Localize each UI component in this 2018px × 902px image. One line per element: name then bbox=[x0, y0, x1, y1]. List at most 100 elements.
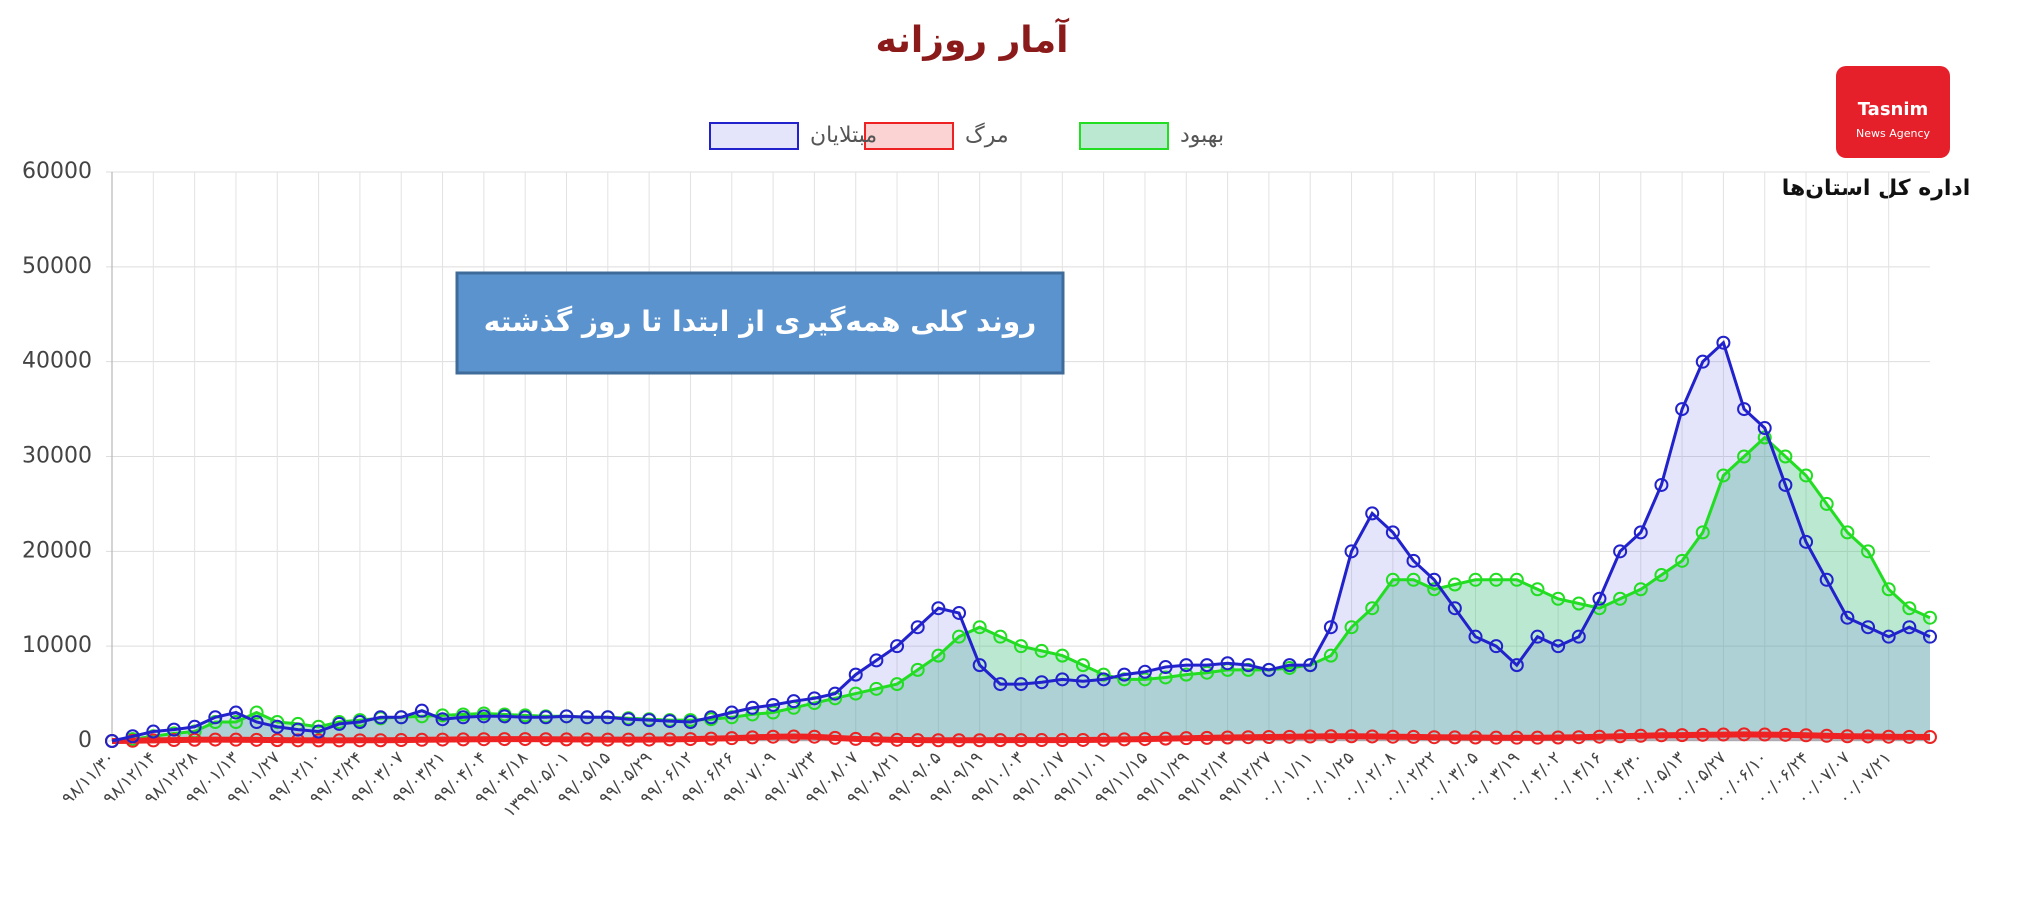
data-point bbox=[931, 648, 946, 663]
data-point bbox=[311, 724, 326, 739]
data-point bbox=[1199, 665, 1214, 680]
data-point bbox=[456, 710, 471, 725]
data-point bbox=[166, 722, 181, 737]
data-point bbox=[931, 601, 946, 616]
data-point bbox=[972, 658, 987, 673]
y-tick-label: 0 bbox=[78, 728, 92, 753]
data-point bbox=[993, 677, 1008, 692]
data-point bbox=[890, 639, 905, 654]
data-point bbox=[1427, 572, 1442, 587]
data-point bbox=[476, 732, 491, 747]
data-point bbox=[993, 733, 1008, 748]
data-point bbox=[848, 731, 863, 746]
y-tick-label: 40000 bbox=[22, 349, 92, 374]
data-point bbox=[1613, 544, 1628, 559]
data-point bbox=[1840, 525, 1855, 540]
data-point bbox=[1365, 601, 1380, 616]
data-point bbox=[538, 710, 553, 725]
data-point bbox=[1427, 730, 1442, 745]
data-point bbox=[1654, 568, 1669, 583]
data-point bbox=[1695, 525, 1710, 540]
data-point bbox=[828, 686, 843, 701]
data-point bbox=[580, 732, 595, 747]
data-point bbox=[1447, 730, 1462, 745]
chart-title: آمار روزانه bbox=[876, 17, 1071, 61]
data-point bbox=[683, 732, 698, 747]
data-point bbox=[1592, 591, 1607, 606]
data-point bbox=[869, 653, 884, 668]
data-point bbox=[952, 605, 967, 620]
data-point bbox=[1819, 572, 1834, 587]
data-point bbox=[745, 700, 760, 715]
data-point bbox=[1447, 577, 1462, 592]
data-point bbox=[1034, 733, 1049, 748]
data-point bbox=[1530, 582, 1545, 597]
data-point bbox=[1323, 648, 1338, 663]
data-point bbox=[394, 710, 409, 725]
data-point bbox=[1282, 658, 1297, 673]
data-point bbox=[1737, 727, 1752, 742]
data-point bbox=[662, 714, 677, 729]
data-point bbox=[332, 716, 347, 731]
data-point bbox=[1923, 610, 1937, 625]
data-point bbox=[807, 729, 822, 744]
data-point bbox=[724, 731, 739, 746]
data-point bbox=[228, 715, 243, 730]
data-point bbox=[1158, 670, 1173, 685]
data-point bbox=[1551, 730, 1566, 745]
data-point bbox=[1075, 674, 1090, 689]
data-point bbox=[1902, 620, 1917, 635]
logo-box bbox=[1836, 66, 1950, 158]
data-point bbox=[1861, 729, 1876, 744]
data-point bbox=[1509, 572, 1524, 587]
data-point bbox=[972, 620, 987, 635]
y-tick-label: 10000 bbox=[22, 633, 92, 658]
data-point bbox=[848, 667, 863, 682]
data-point bbox=[228, 705, 243, 720]
data-point bbox=[869, 732, 884, 747]
data-point bbox=[1179, 667, 1194, 682]
data-point bbox=[559, 732, 574, 747]
data-point bbox=[1509, 730, 1524, 745]
data-point bbox=[1613, 729, 1628, 744]
data-point bbox=[1303, 658, 1318, 673]
data-point bbox=[1654, 728, 1669, 743]
data-point bbox=[1137, 664, 1152, 679]
data-point bbox=[1923, 629, 1937, 644]
data-point bbox=[1778, 477, 1793, 492]
legend-label: مبتلایان bbox=[810, 123, 877, 148]
legend-label: مرگ bbox=[965, 122, 1009, 148]
data-point bbox=[1737, 402, 1752, 417]
data-point bbox=[910, 733, 925, 748]
y-tick-label: 30000 bbox=[22, 444, 92, 469]
data-point bbox=[1220, 656, 1235, 671]
data-point bbox=[1861, 620, 1876, 635]
data-point bbox=[105, 734, 119, 748]
data-point bbox=[476, 709, 491, 724]
data-point bbox=[1365, 729, 1380, 744]
data-point bbox=[766, 697, 781, 712]
data-point bbox=[642, 713, 657, 728]
data-point bbox=[1199, 730, 1214, 745]
data-point bbox=[1695, 354, 1710, 369]
data-point bbox=[704, 731, 719, 746]
data-point bbox=[1799, 728, 1814, 743]
data-point bbox=[1158, 731, 1173, 746]
data-point bbox=[1241, 658, 1256, 673]
y-tick-label: 60000 bbox=[22, 159, 92, 184]
data-point bbox=[683, 715, 698, 730]
data-point bbox=[1551, 591, 1566, 606]
data-point bbox=[1819, 496, 1834, 511]
series-line bbox=[111, 339, 1931, 743]
data-point bbox=[1365, 506, 1380, 521]
data-point bbox=[1654, 477, 1669, 492]
data-point bbox=[1571, 629, 1586, 644]
data-point bbox=[952, 733, 967, 748]
data-point bbox=[270, 719, 285, 734]
data-point bbox=[1757, 421, 1772, 436]
data-point bbox=[208, 732, 223, 747]
brand: اداره کل استان‌ها bbox=[1782, 176, 1970, 201]
data-point bbox=[1468, 572, 1483, 587]
data-point bbox=[1261, 730, 1276, 745]
